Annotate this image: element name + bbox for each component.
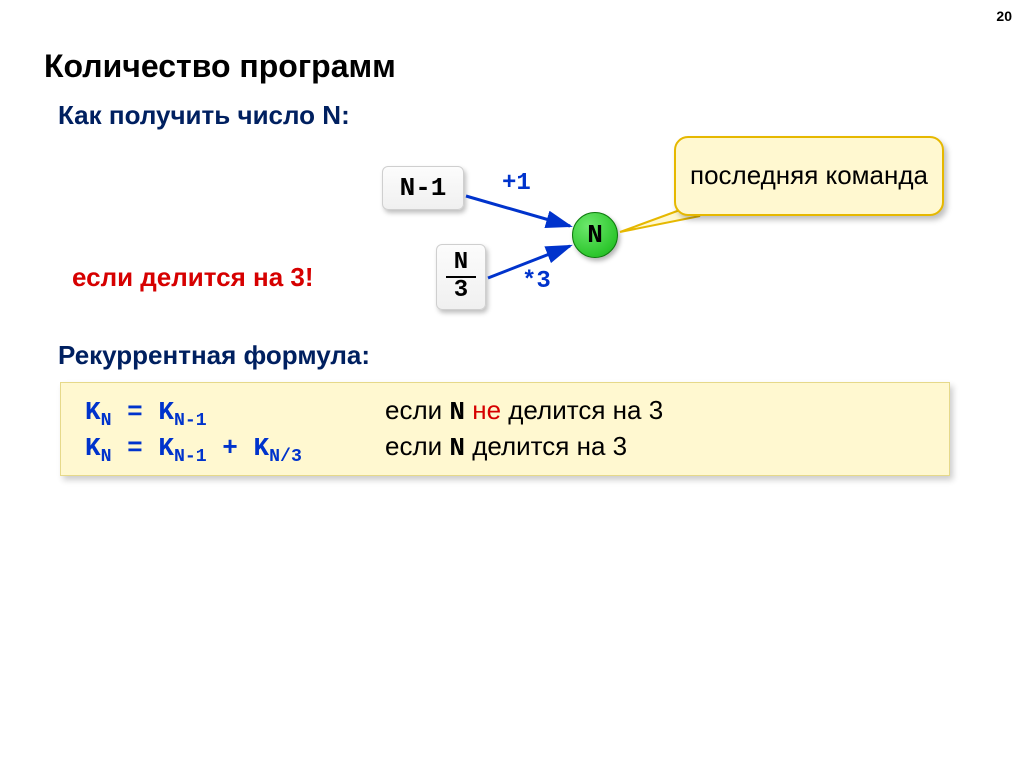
formula-2-right: если N делится на 3 [385,431,627,463]
fraction-denominator: 3 [446,278,476,304]
arrow-plus1 [466,196,570,226]
text: если [385,395,449,425]
text-neg: не [465,395,508,425]
text: если [385,431,449,461]
subtitle-how: Как получить число N: [58,100,350,131]
node-n-div-3: N 3 [436,244,486,310]
text: делится на 3 [465,431,627,461]
mono-n: N [449,433,465,463]
formula-1-left: KN = KN-1 [85,397,385,431]
divisibility-note: если делится на 3! [72,262,314,293]
node-target-n: N [572,212,618,258]
operation-times-3: *3 [522,268,551,295]
text: делится на 3 [508,395,663,425]
page-number: 20 [996,8,1012,24]
node-n-minus-1: N-1 [382,166,464,210]
callout-last-command: последняя команда [674,136,944,216]
recurrence-formula-box: KN = KN-1 если N не делится на 3 KN = KN… [60,382,950,476]
page-title: Количество программ [44,48,396,85]
fraction-numerator: N [446,250,476,278]
operation-plus-1: +1 [502,170,531,197]
subtitle-recurrence: Рекуррентная формула: [58,340,370,371]
formula-1-right: если N не делится на 3 [385,395,663,427]
formula-row-1: KN = KN-1 если N не делится на 3 [85,395,925,431]
mono-n: N [449,397,465,427]
formula-row-2: KN = KN-1 + KN/3 если N делится на 3 [85,431,925,467]
formula-2-left: KN = KN-1 + KN/3 [85,433,385,467]
